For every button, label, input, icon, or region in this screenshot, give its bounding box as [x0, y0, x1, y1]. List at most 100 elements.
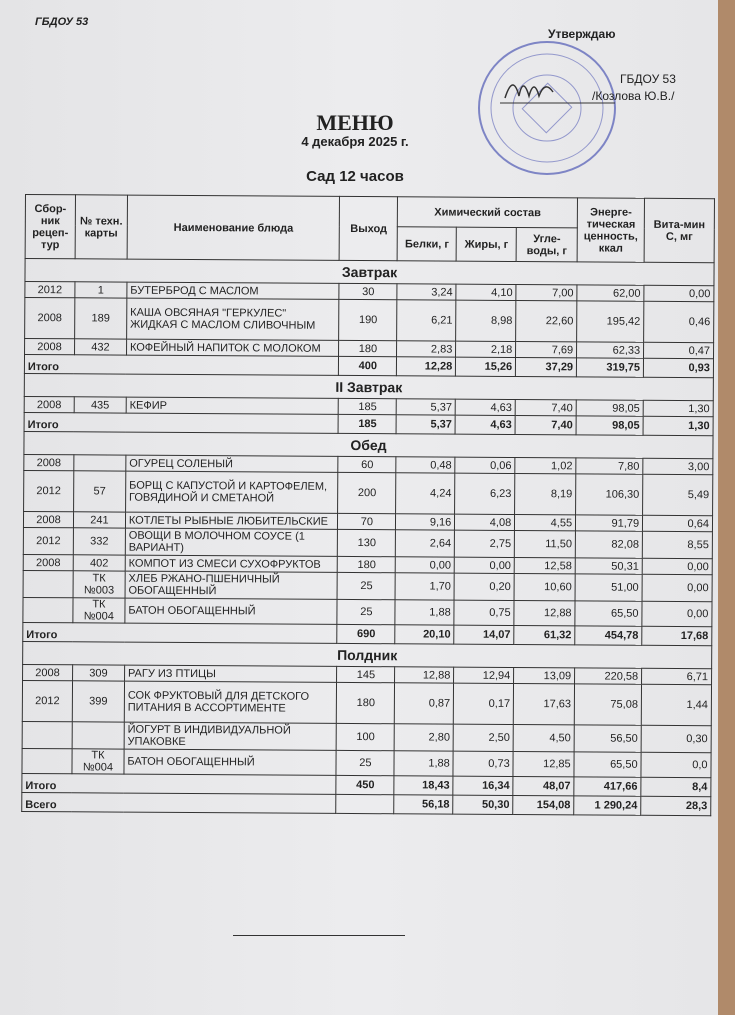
cell-tech-card: 435 [74, 396, 127, 414]
cell-fat: 0,00 [454, 557, 515, 574]
cell-carbs: 4,55 [514, 514, 576, 531]
cell-collection [22, 597, 74, 623]
cell-tech-card: 402 [73, 554, 126, 572]
col-carbs: Угле-воды, г [516, 227, 578, 262]
total-carbs: 48,07 [513, 776, 575, 796]
cell-fat: 2,50 [453, 724, 514, 752]
cell-tech-card: ТК №004 [72, 597, 125, 624]
cell-tech-card: ТК №004 [71, 748, 125, 775]
cell-vitc: 0,64 [642, 515, 713, 532]
cell-dish: КАША ОВСЯНАЯ "ГЕРКУЛЕС" ЖИДКАЯ С МАСЛОМ … [126, 298, 340, 341]
cell-protein: 4,24 [395, 472, 456, 515]
cell-yield: 25 [337, 572, 396, 600]
table-row: 2008 189 КАША ОВСЯНАЯ "ГЕРКУЛЕС" ЖИДКАЯ С … [24, 297, 714, 343]
menu-date: 4 декабря 2025 г. [301, 134, 409, 149]
cell-dish: СОК ФРУКТОВЫЙ ДЛЯ ДЕТСКОГО ПИТАНИЯ В АСС… [124, 681, 337, 724]
cell-carbs: 12,58 [514, 557, 576, 574]
cell-vitc: 0,30 [641, 725, 712, 753]
cell-vitc: 0,00 [643, 285, 714, 302]
cell-protein: 0,00 [395, 556, 455, 574]
cell-carbs: 7,69 [515, 341, 577, 358]
cell-protein: 2,83 [396, 340, 456, 358]
cell-carbs: 12,85 [513, 751, 575, 777]
cell-collection: 2012 [23, 527, 74, 555]
cell-energy: 220,58 [574, 667, 642, 685]
cell-protein: 1,88 [394, 750, 454, 777]
cell-carbs: 17,63 [513, 683, 575, 725]
cell-fat: 4,63 [455, 399, 516, 416]
cell-tech-card [72, 721, 125, 750]
cell-protein: 2,64 [395, 529, 455, 558]
table-row: ТК №003 ХЛЕБ РЖАНО-ПШЕНИЧНЫЙ ОБОГАЩЕННЫЙ 2… [23, 570, 713, 602]
cell-energy: 62,33 [576, 341, 644, 359]
cell-protein: 5,37 [396, 398, 456, 416]
cell-vitc: 0,47 [643, 342, 714, 359]
cell-collection: 2008 [24, 338, 75, 355]
cell-energy: 65,50 [574, 600, 643, 627]
cell-tech-card: ТК №003 [73, 570, 126, 599]
grand-total-vitc: 28,3 [640, 796, 711, 816]
col-chem: Химический состав [397, 196, 578, 228]
cell-yield: 100 [336, 723, 395, 751]
cell-yield: 200 [338, 472, 397, 514]
table-row: 2012 57 БОРЩ С КАПУСТОЙ И КАРТОФЕЛЕМ, ГОВЯ… [23, 470, 713, 516]
cell-yield: 25 [337, 599, 396, 625]
cell-fat: 0,73 [453, 751, 514, 777]
col-tech-card: № техн. карты [75, 194, 128, 260]
cell-vitc: 3,00 [642, 458, 713, 475]
total-yield: 690 [337, 624, 396, 644]
cell-tech-card: 332 [73, 527, 126, 556]
cell-dish: КОТЛЕТЫ РЫБНЫЕ ЛЮБИТЕЛЬСКИЕ [125, 512, 339, 530]
cell-fat: 12,94 [453, 667, 514, 684]
cell-fat: 6,23 [454, 473, 516, 515]
cell-dish: БАТОН ОБОГАЩЕННЫЙ [124, 598, 338, 625]
cell-vitc: 6,71 [641, 668, 712, 685]
cell-tech-card: 241 [73, 511, 126, 529]
total-protein: 5,37 [396, 414, 456, 435]
cell-yield: 25 [336, 750, 395, 776]
document-page: ГБДОУ 53 Утверждаю ГБДОУ 53 /Козлова Ю.В… [0, 0, 718, 1015]
cell-yield: 130 [337, 529, 396, 557]
cell-protein: 6,21 [396, 299, 457, 342]
signer-name: /Козлова Ю.В./ [592, 89, 675, 103]
total-label: Итого [24, 412, 339, 434]
cell-energy: 106,30 [575, 473, 643, 516]
total-vitc: 17,68 [641, 626, 712, 646]
cell-energy: 75,08 [574, 683, 642, 726]
total-yield: 400 [338, 356, 397, 376]
col-yield: Выход [339, 196, 398, 261]
cell-dish: БАТОН ОБОГАЩЕННЫЙ [123, 749, 337, 776]
cell-protein: 3,24 [397, 283, 457, 301]
cell-tech-card: 1 [74, 281, 127, 299]
page-title: МЕНЮ [316, 110, 394, 135]
cell-yield: 180 [337, 556, 396, 573]
cell-tech-card: 57 [73, 470, 126, 513]
cell-energy: 62,00 [576, 284, 645, 302]
cell-fat: 0,17 [453, 683, 514, 725]
grand-total-label: Всего [21, 792, 337, 814]
cell-energy: 51,00 [575, 573, 643, 602]
cell-fat: 4,08 [454, 514, 515, 531]
total-carbs: 37,29 [515, 357, 577, 377]
col-energy: Энерге-тическая ценность, ккал [577, 197, 645, 263]
organization-label: ГБДОУ 53 [35, 16, 89, 28]
cell-fat: 2,18 [455, 341, 516, 358]
menu-table: Сбор-ник рецеп-тур № техн. карты Наимено… [21, 194, 715, 816]
cell-dish: ОВОЩИ В МОЛОЧНОМ СОУСЕ (1 ВАРИАНТ) [125, 528, 338, 557]
total-label: Итого [22, 622, 338, 644]
cell-fat: 2,75 [454, 530, 515, 558]
cell-collection [21, 748, 73, 774]
cell-vitc: 0,00 [642, 558, 713, 575]
approve-label: Утверждаю [548, 27, 616, 41]
official-stamp-icon [478, 41, 616, 175]
total-energy: 319,75 [576, 357, 644, 378]
total-yield: 450 [336, 775, 395, 795]
cell-dish: ХЛЕБ РЖАНО-ПШЕНИЧНЫЙ ОБОГАЩЕННЫЙ [124, 571, 338, 600]
cell-tech-card [73, 454, 126, 472]
cell-protein: 1,88 [395, 599, 455, 626]
cell-carbs: 11,50 [514, 530, 576, 558]
grand-total-energy: 1 290,24 [573, 795, 641, 816]
cell-protein: 1,70 [395, 572, 455, 601]
grand-total-carbs: 154,08 [512, 795, 574, 815]
cell-energy: 91,79 [575, 514, 643, 532]
